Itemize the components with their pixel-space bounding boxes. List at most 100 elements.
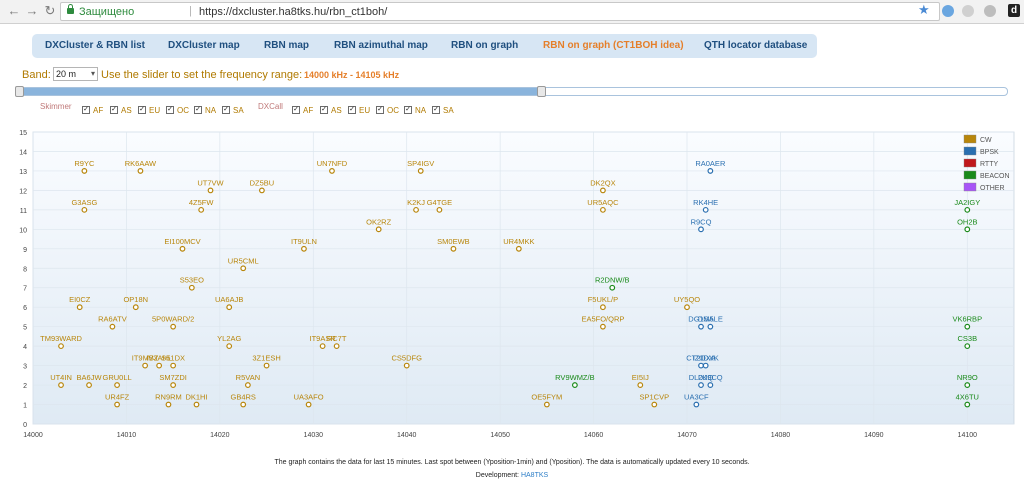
spot-point[interactable] <box>165 401 172 408</box>
spot-label[interactable]: UR4MKK <box>503 237 534 246</box>
developer-link[interactable]: HA8TKS <box>520 472 549 479</box>
spot-label[interactable]: S53EO <box>180 276 204 285</box>
spot-label[interactable]: RK6AAW <box>125 159 157 168</box>
spot-label[interactable]: R9CQ <box>691 217 712 226</box>
spot-point[interactable] <box>707 382 714 388</box>
spot-point[interactable] <box>450 245 457 252</box>
spot-point[interactable] <box>240 265 247 272</box>
spot-label[interactable]: 4X6TU <box>956 393 979 402</box>
spot-label[interactable]: UY5QO <box>674 295 700 304</box>
spot-point[interactable] <box>964 343 971 350</box>
spot-label[interactable]: OE5FYM <box>531 393 562 402</box>
bookmark-star-icon[interactable]: ★ <box>918 2 930 17</box>
spot-label[interactable]: UR4FZ <box>105 393 130 402</box>
spot-label[interactable]: CT2DXA <box>686 354 716 363</box>
tab-rbn-on-graph-ct1boh[interactable]: RBN on graph (CT1BOH idea) <box>543 40 684 51</box>
address-bar[interactable]: Защищено | https://dxcluster.ha8tks.hu/r… <box>60 2 940 21</box>
filter-checkbox-oc[interactable]: ✓ <box>166 106 174 114</box>
slider-handle-min[interactable] <box>15 86 24 97</box>
spot-point[interactable] <box>170 382 177 388</box>
spot-label[interactable]: OK2RZ <box>366 217 391 226</box>
filter-checkbox-af[interactable]: ✓ <box>82 106 90 114</box>
spot-point[interactable] <box>319 343 326 350</box>
spot-label[interactable]: GRU0LL <box>102 373 131 382</box>
tab-dxcluster-rbn-list[interactable]: DXCluster & RBN list <box>45 40 146 51</box>
spot-label[interactable]: SP1CVP <box>639 393 669 402</box>
spot-point[interactable] <box>600 323 606 330</box>
spot-label[interactable]: SP4IGV <box>407 159 434 168</box>
spot-label[interactable]: OH2B <box>957 217 977 226</box>
spot-point[interactable] <box>684 304 690 311</box>
band-select[interactable]: 20 m <box>53 67 98 81</box>
spot-label[interactable]: SM0EWB <box>437 237 470 246</box>
tab-rbn-map[interactable]: RBN map <box>264 40 310 51</box>
spot-point[interactable] <box>698 362 704 369</box>
spot-label[interactable]: DM5LE <box>698 315 723 324</box>
spot-point[interactable] <box>259 187 265 194</box>
spot-label[interactable]: UA3AFO <box>294 393 324 402</box>
spot-point[interactable] <box>698 226 704 233</box>
spot-label[interactable]: EI5IJ <box>632 373 649 382</box>
spot-label[interactable]: GB4RS <box>230 393 255 402</box>
spot-label[interactable]: UR5AQC <box>587 198 619 207</box>
spot-point[interactable] <box>964 382 971 388</box>
spot-label[interactable]: S51DX <box>161 354 185 363</box>
spot-label[interactable]: OP18N <box>123 295 148 304</box>
spot-point[interactable] <box>707 323 714 330</box>
spot-label[interactable]: IV3AHL <box>146 354 172 363</box>
slider-handle-max[interactable] <box>536 86 546 97</box>
spot-label[interactable]: EI100MCV <box>164 237 200 246</box>
spot-point[interactable] <box>179 245 186 252</box>
spot-point[interactable] <box>637 382 644 388</box>
spot-label[interactable]: RA6ATV <box>98 315 127 324</box>
spot-label[interactable]: UA3CF <box>684 393 709 402</box>
spot-point[interactable] <box>702 362 709 369</box>
filter-checkbox-na[interactable]: ✓ <box>194 106 202 114</box>
spot-label[interactable]: EI0CZ <box>69 295 91 304</box>
spot-point[interactable] <box>375 226 382 233</box>
spot-point[interactable] <box>436 206 443 213</box>
spot-label[interactable]: F5UKL/P <box>588 295 618 304</box>
spot-point[interactable] <box>193 401 200 408</box>
spot-label[interactable]: EA5FO/QRP <box>581 315 624 324</box>
reload-icon[interactable]: ↻ <box>44 3 56 18</box>
back-icon[interactable]: ← <box>7 3 21 18</box>
spot-label[interactable]: BA6JW <box>77 373 103 382</box>
spot-label[interactable]: CS3B <box>957 334 977 343</box>
tab-rbn-on-graph[interactable]: RBN on graph <box>451 40 519 51</box>
spot-point[interactable] <box>137 168 144 174</box>
spot-point[interactable] <box>76 304 83 311</box>
spot-point[interactable] <box>207 187 214 194</box>
profile-icon[interactable]: d <box>1008 4 1020 17</box>
spot-label[interactable]: CS5DFG <box>392 354 423 363</box>
spot-point[interactable] <box>515 245 522 252</box>
spot-label[interactable]: RC7T <box>327 334 347 343</box>
spot-label[interactable]: RK4HE <box>693 198 718 207</box>
extension-icon[interactable] <box>984 5 996 17</box>
spot-label[interactable]: TM93WARD <box>40 334 82 343</box>
spot-label[interactable]: K2KJ <box>407 198 425 207</box>
spot-label[interactable]: R5VAN <box>236 373 260 382</box>
spot-point[interactable] <box>964 206 971 213</box>
spot-point[interactable] <box>413 206 419 213</box>
spot-point[interactable] <box>58 382 64 388</box>
spot-point[interactable] <box>156 362 163 369</box>
spot-label[interactable]: IT9ULN <box>291 237 317 246</box>
spot-point[interactable] <box>132 304 139 311</box>
spot-label[interactable]: UA6AJB <box>215 295 243 304</box>
filter-checkbox-na[interactable]: ✓ <box>404 106 412 114</box>
frequency-slider[interactable] <box>15 86 1008 97</box>
url-text[interactable]: https://dxcluster.ha8tks.hu/rbn_ct1boh/ <box>199 6 388 18</box>
spot-point[interactable] <box>142 362 149 369</box>
spot-point[interactable] <box>170 362 177 369</box>
spot-label[interactable]: UT4IN <box>50 373 72 382</box>
spot-point[interactable] <box>305 401 312 408</box>
tab-qth-locator-database[interactable]: QTH locator database <box>704 40 808 51</box>
spot-point[interactable] <box>702 206 709 213</box>
filter-checkbox-sa[interactable]: ✓ <box>432 106 440 114</box>
spot-point[interactable] <box>964 401 971 408</box>
spot-label[interactable]: UN7NFD <box>317 159 348 168</box>
spot-label[interactable]: 5P0WARD/2 <box>152 315 194 324</box>
spot-point[interactable] <box>698 323 704 330</box>
spot-point[interactable] <box>109 323 116 330</box>
